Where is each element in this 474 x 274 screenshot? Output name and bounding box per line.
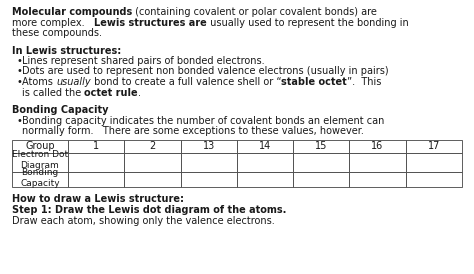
Text: is called the: is called the <box>22 87 84 98</box>
Bar <box>293 172 349 187</box>
Bar <box>349 139 406 153</box>
Text: Group: Group <box>25 141 55 151</box>
Text: 15: 15 <box>315 141 328 151</box>
Text: Lines represent shared pairs of bonded electrons.: Lines represent shared pairs of bonded e… <box>22 56 264 66</box>
Bar <box>68 139 124 153</box>
Text: usually: usually <box>56 77 91 87</box>
Bar <box>12 153 68 172</box>
Bar <box>406 172 462 187</box>
Text: these compounds.: these compounds. <box>12 28 102 38</box>
Text: Dots are used to represent non bonded valence electrons (usually in pairs): Dots are used to represent non bonded va… <box>22 67 389 76</box>
Bar <box>12 139 68 153</box>
Bar <box>12 172 68 187</box>
Text: •: • <box>16 77 22 87</box>
Text: In Lewis structures:: In Lewis structures: <box>12 45 121 56</box>
Text: Molecular compounds: Molecular compounds <box>12 7 132 17</box>
Bar <box>406 139 462 153</box>
Bar <box>124 172 181 187</box>
Bar <box>406 153 462 172</box>
Bar <box>181 153 237 172</box>
Text: 17: 17 <box>428 141 440 151</box>
Text: •: • <box>16 67 22 76</box>
Text: .: . <box>138 87 141 98</box>
Bar <box>237 172 293 187</box>
Text: Lewis structures are: Lewis structures are <box>94 18 207 27</box>
Bar <box>68 172 124 187</box>
Text: Step 1: Draw the Lewis dot diagram of the atoms.: Step 1: Draw the Lewis dot diagram of th… <box>12 205 286 215</box>
Text: 14: 14 <box>259 141 271 151</box>
Text: (containing covalent or polar covalent bonds) are: (containing covalent or polar covalent b… <box>132 7 377 17</box>
Bar <box>181 172 237 187</box>
Text: Electron Dot
Diagram: Electron Dot Diagram <box>12 150 68 170</box>
Text: more complex.: more complex. <box>12 18 94 27</box>
Bar <box>124 139 181 153</box>
Text: •: • <box>16 56 22 66</box>
Text: Bonding Capacity: Bonding Capacity <box>12 105 109 115</box>
Text: normally form.   There are some exceptions to these values, however.: normally form. There are some exceptions… <box>22 126 364 136</box>
Text: stable octet: stable octet <box>281 77 347 87</box>
Text: octet rule: octet rule <box>84 87 138 98</box>
Text: bond to create a full valence shell or “: bond to create a full valence shell or “ <box>91 77 281 87</box>
Text: 13: 13 <box>202 141 215 151</box>
Bar <box>293 139 349 153</box>
Bar <box>237 139 293 153</box>
Text: ”.  This: ”. This <box>347 77 381 87</box>
Text: Bonding
Capacity: Bonding Capacity <box>20 168 60 188</box>
Text: •: • <box>16 116 22 125</box>
Text: usually used to represent the bonding in: usually used to represent the bonding in <box>207 18 409 27</box>
Text: 16: 16 <box>372 141 383 151</box>
Text: 1: 1 <box>93 141 99 151</box>
Text: How to draw a Lewis structure:: How to draw a Lewis structure: <box>12 195 184 204</box>
Bar <box>349 172 406 187</box>
Bar <box>293 153 349 172</box>
Bar <box>237 153 293 172</box>
Bar <box>181 139 237 153</box>
Text: Atoms: Atoms <box>22 77 56 87</box>
Text: 2: 2 <box>149 141 155 151</box>
Bar <box>349 153 406 172</box>
Bar <box>68 153 124 172</box>
Text: Draw each atom, showing only the valence electrons.: Draw each atom, showing only the valence… <box>12 215 275 226</box>
Text: Bonding capacity indicates the number of covalent bonds an element can: Bonding capacity indicates the number of… <box>22 116 384 125</box>
Bar <box>124 153 181 172</box>
